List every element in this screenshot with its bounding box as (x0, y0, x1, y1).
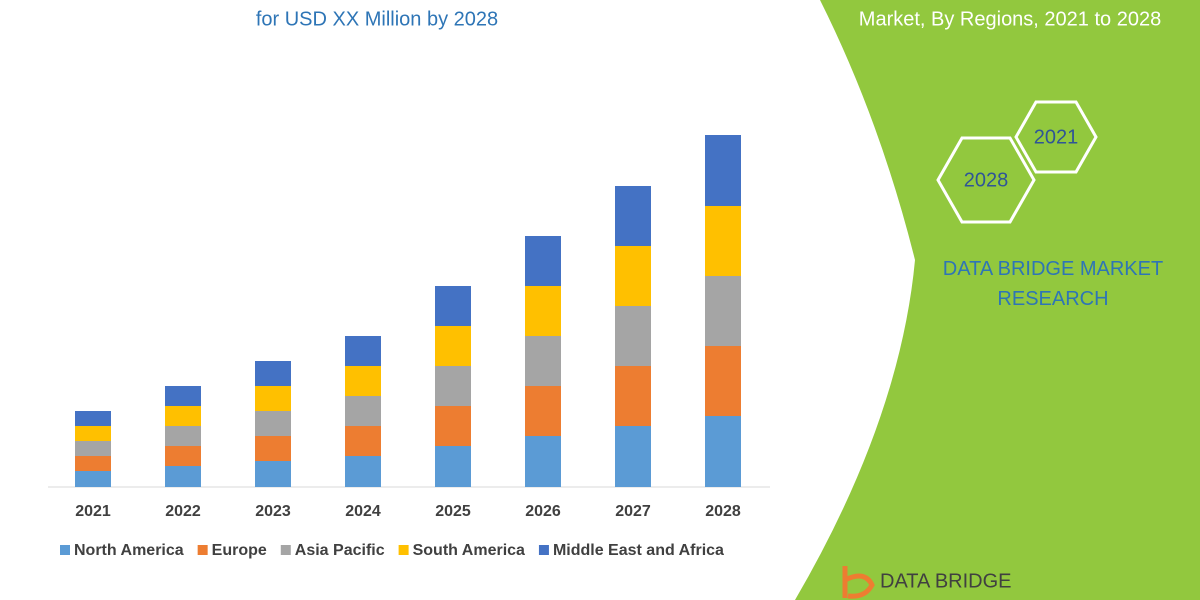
x-tick-label: 2025 (435, 503, 471, 520)
bar-segment (75, 426, 111, 441)
bar-segment (525, 236, 561, 286)
bar-segment (435, 406, 471, 446)
bar-segment (255, 461, 291, 487)
bar-segment (345, 456, 381, 487)
x-tick-label: 2022 (165, 503, 201, 520)
bar-segment (345, 396, 381, 426)
legend-swatch (197, 545, 208, 555)
hexagon-label: 2021 (1034, 126, 1079, 148)
logo-text: DATA BRIDGE (880, 570, 1012, 592)
x-tick-label: 2023 (255, 503, 291, 520)
bar-segment (75, 471, 111, 487)
legend-label: Asia Pacific (295, 542, 385, 559)
bar-segment (525, 386, 561, 436)
bar-segment (435, 326, 471, 366)
legend-label: South America (413, 542, 525, 559)
bar-segment (615, 366, 651, 426)
bar-segment (525, 336, 561, 386)
logo-icon (842, 566, 875, 599)
bar-segment (165, 466, 201, 487)
x-tick-label: 2028 (705, 503, 741, 520)
bar-segment (615, 426, 651, 487)
bar-segment (435, 286, 471, 326)
hexagon-label: 2028 (964, 169, 1009, 191)
bar-segment (165, 406, 201, 426)
bar-segment (705, 346, 741, 416)
bar-segment (615, 186, 651, 246)
brand-text: DATA BRIDGE MARKET RESEARCH (942, 258, 1164, 310)
bar-segment (615, 246, 651, 306)
bar-segment (255, 411, 291, 436)
legend-label: Europe (212, 542, 267, 559)
bar-segment (435, 446, 471, 487)
bar-segment (525, 436, 561, 487)
x-tick-label: 2024 (345, 503, 381, 520)
legend-label: Middle East and Africa (553, 542, 724, 559)
bar-segment (255, 386, 291, 411)
legend-label: North America (74, 542, 184, 559)
bar-segment (75, 411, 111, 426)
bar-segment (345, 336, 381, 366)
bar-segment (345, 366, 381, 396)
hexagon (1014, 100, 1098, 174)
chart-title: for USD XX Million by 2028 (256, 8, 498, 30)
bar-segment (435, 366, 471, 406)
legend-swatch (398, 545, 409, 555)
bar-segment (165, 426, 201, 446)
bar-segment (75, 456, 111, 471)
bar-segment (75, 441, 111, 456)
x-tick-label: 2021 (75, 503, 111, 520)
bar-segment (525, 286, 561, 336)
bar-segment (705, 416, 741, 487)
bar-segment (615, 306, 651, 366)
bar-segment (255, 361, 291, 386)
bar-segment (255, 436, 291, 461)
hexagon (936, 136, 1036, 224)
bar-segment (705, 276, 741, 346)
bar-segment (705, 206, 741, 276)
legend-swatch (280, 545, 291, 555)
legend-swatch (538, 545, 549, 555)
bar-segment (165, 446, 201, 466)
bar-segment (705, 135, 741, 206)
x-tick-label: 2026 (525, 503, 561, 520)
legend-swatch (60, 545, 70, 555)
bar-segment (165, 386, 201, 406)
x-tick-label: 2027 (615, 503, 651, 520)
bar-segment (345, 426, 381, 456)
side-panel (795, 0, 1200, 600)
panel-subtitle: Market, By Regions, 2021 to 2028 (859, 8, 1161, 30)
